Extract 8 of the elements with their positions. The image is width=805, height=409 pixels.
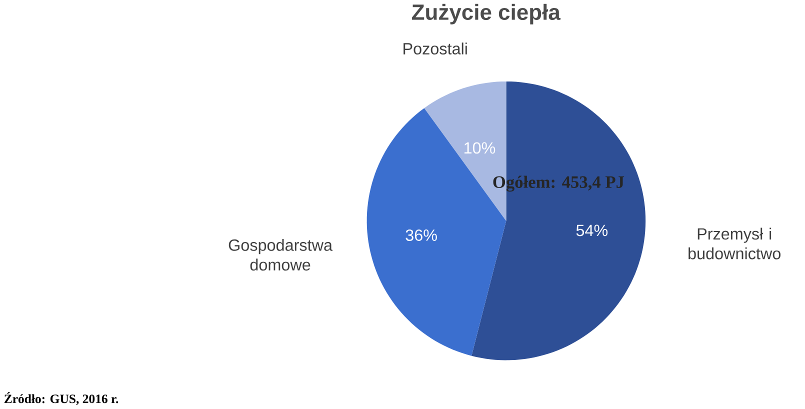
slice-label: Pozostali xyxy=(404,42,467,55)
slice-label: Gospodarstwa domowe xyxy=(228,239,333,271)
chart-title: Zużycie ciepła xyxy=(412,4,561,24)
data-label: 36% xyxy=(406,230,437,242)
data-label: 10% xyxy=(464,142,496,154)
slice-label: Przemysł i budownictwo xyxy=(688,228,780,260)
data-label: 54% xyxy=(576,224,608,236)
text: Źródło: GUS, 2016 r. xyxy=(4,392,118,406)
